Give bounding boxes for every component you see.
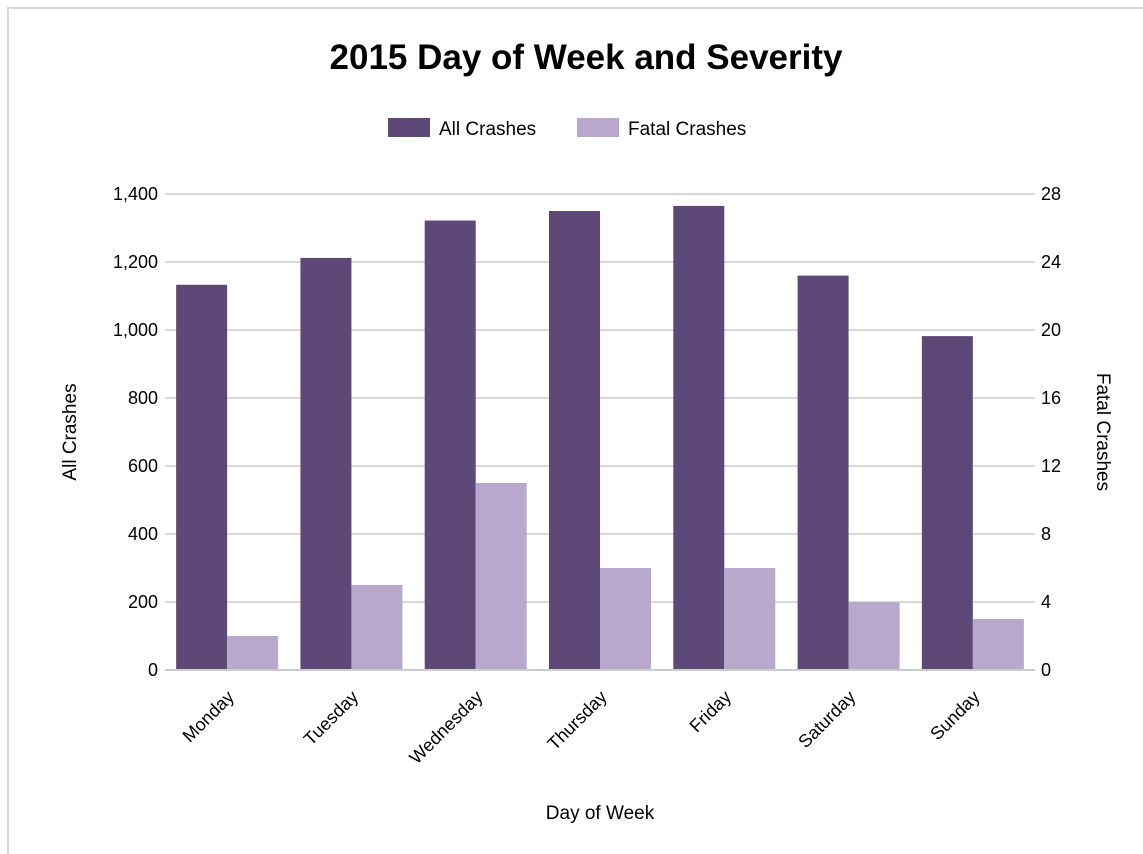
bar-all-crashes-friday xyxy=(673,205,725,670)
legend-swatch-all-crashes xyxy=(388,118,430,137)
x-tick-label: Sunday xyxy=(926,687,983,744)
y2-tick-label: 16 xyxy=(1041,388,1061,408)
legend-label-all-crashes: All Crashes xyxy=(439,119,536,140)
x-tick-label: Monday xyxy=(179,687,238,746)
x-axis-ticks: Monday Tuesday Wednesday Thursday Friday Satu… xyxy=(179,687,984,768)
bar-fatal-crashes-tuesday xyxy=(351,585,403,670)
y-tick-label: 0 xyxy=(148,660,158,680)
y-axis-title: All Crashes xyxy=(60,383,81,480)
y-tick-label: 1,200 xyxy=(113,252,158,272)
bar-all-crashes-sunday xyxy=(921,336,973,670)
y-tick-label: 1,400 xyxy=(113,184,158,204)
bar-fatal-crashes-friday xyxy=(724,568,776,670)
legend: All Crashes Fatal Crashes xyxy=(388,118,746,140)
x-tick-label: Saturday xyxy=(794,687,859,752)
y-tick-label: 1,000 xyxy=(113,320,158,340)
legend-swatch-fatal-crashes xyxy=(577,118,619,137)
bar-all-crashes-wednesday xyxy=(424,220,476,670)
y2-tick-label: 24 xyxy=(1041,252,1061,272)
y2-tick-label: 28 xyxy=(1041,184,1061,204)
bar-all-crashes-tuesday xyxy=(300,257,352,670)
y2-axis-ticks: 0 4 8 12 16 20 24 28 xyxy=(1041,184,1061,680)
legend-label-fatal-crashes: Fatal Crashes xyxy=(628,119,746,140)
x-tick-label: Tuesday xyxy=(300,687,362,749)
y2-tick-label: 12 xyxy=(1041,456,1061,476)
bar-all-crashes-thursday xyxy=(549,211,600,670)
bar-fatal-crashes-wednesday xyxy=(475,483,527,670)
y-tick-label: 200 xyxy=(128,592,158,612)
x-tick-label: Friday xyxy=(686,687,736,737)
chart-title: 2015 Day of Week and Severity xyxy=(330,38,843,77)
y-axis-ticks: 0 200 400 600 800 1,000 1,200 1,400 xyxy=(113,184,158,680)
bars xyxy=(176,205,1024,670)
bar-fatal-crashes-saturday xyxy=(848,602,900,670)
bar-all-crashes-saturday xyxy=(797,275,849,670)
y2-tick-label: 4 xyxy=(1041,592,1051,612)
y2-axis-title: Fatal Crashes xyxy=(1092,373,1113,491)
y2-tick-label: 0 xyxy=(1041,660,1051,680)
y-tick-label: 800 xyxy=(128,388,158,408)
y2-tick-label: 20 xyxy=(1041,320,1061,340)
x-axis-title: Day of Week xyxy=(546,803,655,824)
bar-fatal-crashes-monday xyxy=(227,636,279,670)
y-tick-label: 400 xyxy=(128,524,158,544)
bar-fatal-crashes-thursday xyxy=(600,568,651,670)
x-tick-label: Thursday xyxy=(544,687,611,754)
y2-tick-label: 8 xyxy=(1041,524,1051,544)
x-tick-label: Wednesday xyxy=(405,687,486,768)
y-tick-label: 600 xyxy=(128,456,158,476)
bar-fatal-crashes-sunday xyxy=(972,619,1024,670)
bar-all-crashes-monday xyxy=(176,284,228,670)
